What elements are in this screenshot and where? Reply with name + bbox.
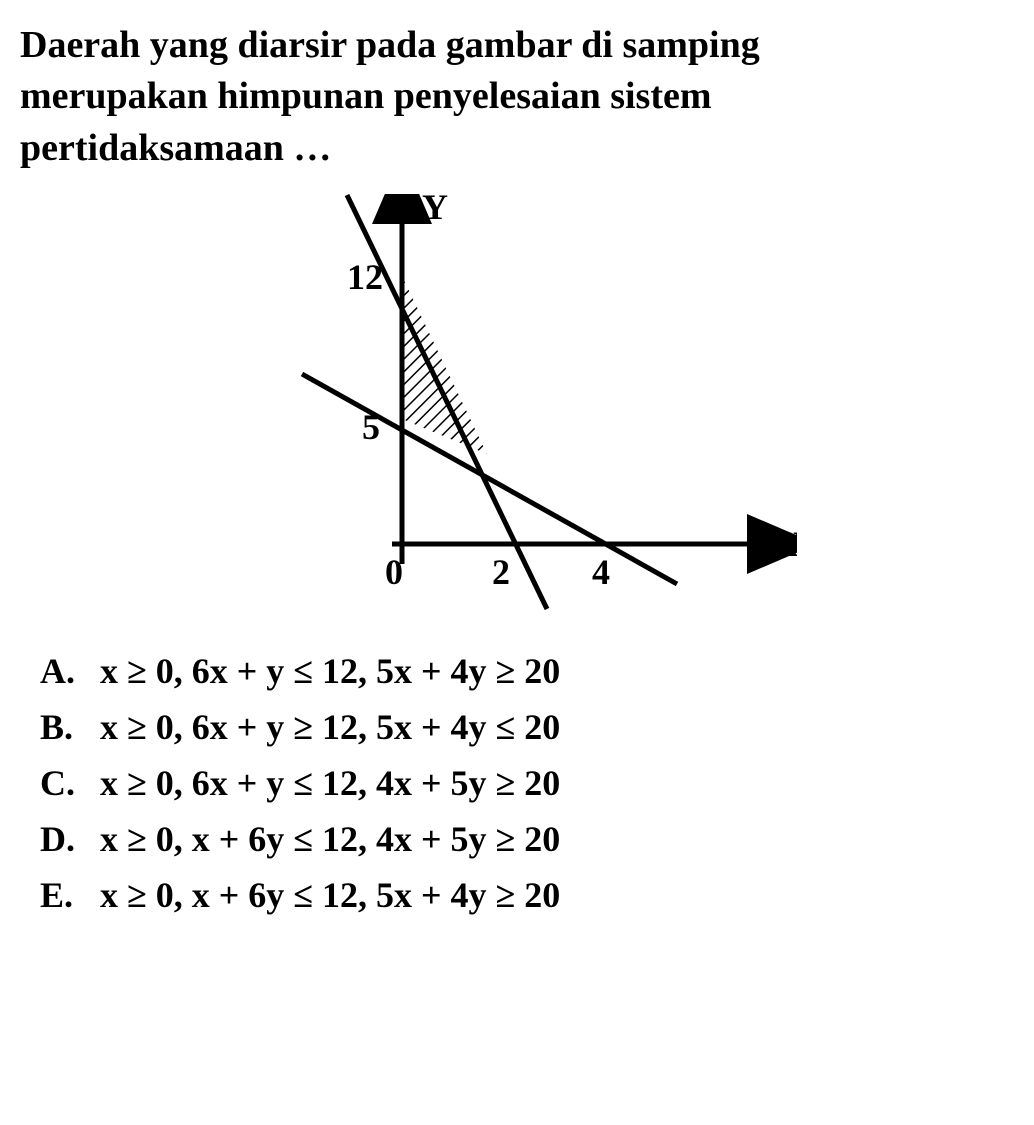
option-d: D. x ≥ 0, x + 6y ≤ 12, 4x + 5y ≥ 20	[40, 812, 1014, 866]
inequality-chart: 0 2 4 12 5 X Y	[237, 194, 797, 614]
options-list: A. x ≥ 0, 6x + y ≤ 12, 5x + 4y ≥ 20 B. x…	[20, 644, 1014, 922]
option-label-e: E.	[40, 868, 100, 922]
option-label-d: D.	[40, 812, 100, 866]
svg-text:5: 5	[362, 407, 380, 447]
option-a: A. x ≥ 0, 6x + y ≤ 12, 5x + 4y ≥ 20	[40, 644, 1014, 698]
svg-text:4: 4	[592, 552, 610, 592]
chart-container: 0 2 4 12 5 X Y	[20, 194, 1014, 614]
option-c: C. x ≥ 0, 6x + y ≤ 12, 4x + 5y ≥ 20	[40, 756, 1014, 810]
option-label-a: A.	[40, 644, 100, 698]
option-label-b: B.	[40, 700, 100, 754]
svg-text:Y: Y	[422, 194, 448, 227]
svg-text:12: 12	[347, 257, 383, 297]
option-text-c: x ≥ 0, 6x + y ≤ 12, 4x + 5y ≥ 20	[100, 756, 1014, 810]
option-text-b: x ≥ 0, 6x + y ≥ 12, 5x + 4y ≤ 20	[100, 700, 1014, 754]
svg-text:X: X	[776, 524, 797, 564]
option-label-c: C.	[40, 756, 100, 810]
question-text: Daerah yang diarsir pada gambar di sampi…	[20, 20, 1014, 174]
question-line-1: Daerah yang diarsir pada gambar di sampi…	[20, 24, 760, 66]
question-line-3: pertidaksamaan …	[20, 127, 331, 169]
option-text-d: x ≥ 0, x + 6y ≤ 12, 4x + 5y ≥ 20	[100, 812, 1014, 866]
option-b: B. x ≥ 0, 6x + y ≥ 12, 5x + 4y ≤ 20	[40, 700, 1014, 754]
option-text-a: x ≥ 0, 6x + y ≤ 12, 5x + 4y ≥ 20	[100, 644, 1014, 698]
svg-text:0: 0	[385, 552, 403, 592]
question-line-2: merupakan himpunan penyelesaian sistem	[20, 75, 712, 117]
svg-text:2: 2	[492, 552, 510, 592]
option-e: E. x ≥ 0, x + 6y ≤ 12, 5x + 4y ≥ 20	[40, 868, 1014, 922]
option-text-e: x ≥ 0, x + 6y ≤ 12, 5x + 4y ≥ 20	[100, 868, 1014, 922]
